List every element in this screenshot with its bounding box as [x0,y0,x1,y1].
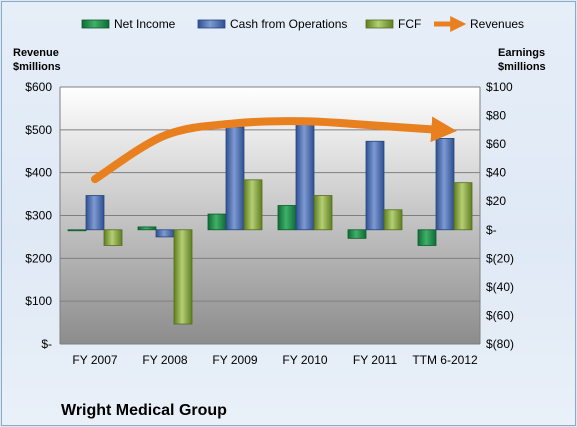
left-tick-label: $100 [25,294,52,308]
bars [67,123,473,325]
legend-label-net-income: Net Income [114,17,176,31]
legend-swatch-cash-from-operations [197,19,226,29]
revenue-line [91,116,457,184]
legend-label-fcf: FCF [398,17,421,31]
bar-net-income [347,229,367,239]
x-tick-label: FY 2007 [72,353,117,367]
bar-cash-from-operations [435,137,455,231]
bar-net-income [67,229,87,232]
x-tick-label: FY 2010 [282,353,327,367]
legend-label-cash-from-operations: Cash from Operations [230,17,347,31]
right-axis-title-line1: Earnings [498,47,545,59]
bar-net-income [137,226,157,231]
legend-swatch-net-income [81,19,110,29]
revenue-line-path [91,116,457,184]
right-tick-label: $(40) [486,280,514,294]
left-tick-label: $600 [25,80,52,94]
left-tick-label: $500 [25,123,52,137]
bar-fcf [313,195,333,231]
right-tick-label: $60 [486,137,506,151]
bar-fcf [243,179,263,231]
bar-net-income [207,213,227,231]
legend: Net Income Cash from Operations FCF Revenue… [81,15,524,33]
legend-swatch-fcf [365,19,394,29]
bar-fcf [103,229,123,246]
right-tick-label: $100 [486,80,513,94]
right-tick-label: $(60) [486,308,514,322]
bar-cash-from-operations [225,126,245,231]
right-tick-label: $80 [486,109,506,123]
left-tick-label: $- [41,337,52,351]
right-tick-label: $(20) [486,251,514,265]
right-tick-label: $40 [486,166,506,180]
x-tick-label: TTM 6-2012 [412,353,478,367]
bar-fcf [383,209,403,231]
bar-cash-from-operations [295,123,315,231]
bar-fcf [453,182,473,231]
x-tick-label: FY 2009 [212,353,257,367]
left-axis-title-line2: $millions [13,61,61,73]
left-tick-label: $400 [25,166,52,180]
right-tick-label: $(80) [486,337,514,351]
bar-fcf [173,229,193,325]
bar-cash-from-operations [85,195,105,231]
left-tick-label: $200 [25,251,52,265]
x-tick-label: FY 2011 [353,353,398,367]
x-axis-ticks: FY 2007 FY 2008 FY 2009 FY 2010 FY 2011 TTM 6… [72,353,478,367]
right-axis-ticks: $(80) $(60) $(40) $(20) $- $20 $40 $60 $80 $100 [486,80,514,351]
left-tick-label: $300 [25,209,52,223]
bar-cash-from-operations [155,229,175,238]
bar-net-income [277,205,297,231]
x-tick-label: FY 2008 [142,353,187,367]
right-tick-label: $- [486,223,497,237]
legend-label-revenues: Revenues [470,17,524,31]
footer-title: Wright Medical Group [61,402,227,419]
bar-net-income [417,229,437,246]
left-axis-ticks: $- $100 $200 $300 $400 $500 $600 [25,80,52,351]
right-tick-label: $20 [486,194,506,208]
left-axis-title-line1: Revenue [13,47,59,59]
right-axis-title-line2: $millions [498,61,546,73]
bar-cash-from-operations [365,140,385,231]
